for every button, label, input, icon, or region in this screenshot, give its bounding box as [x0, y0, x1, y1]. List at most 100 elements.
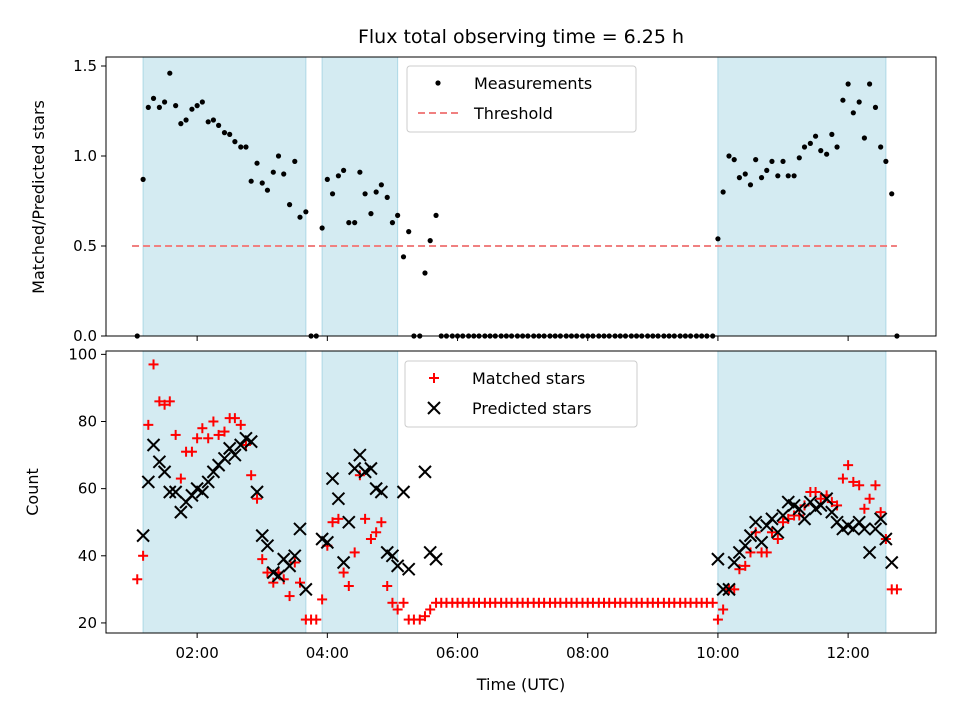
predicted-stars-point — [217, 451, 232, 466]
predicted-stars-point — [325, 471, 340, 486]
y-tick-label: 0.0 — [73, 327, 97, 345]
observing-window-1 — [142, 350, 307, 634]
count-x-ticks: 02:00 04:00 06:00 08:00 10:00 12:00 — [176, 633, 870, 662]
legend-marker-measurements — [435, 80, 441, 86]
predicted-stars-point — [271, 569, 286, 583]
measurements-point — [368, 211, 374, 217]
predicted-stars-point — [748, 515, 763, 529]
measurements-point — [395, 212, 401, 218]
y-tick-label: 100 — [68, 345, 97, 363]
matched-stars-point — [729, 584, 740, 595]
measurements-point — [167, 70, 173, 76]
measurements-point — [145, 104, 151, 110]
measurements-point — [238, 144, 244, 150]
matched-stars-point — [826, 497, 837, 508]
matched-stars-point — [132, 574, 143, 585]
matched-stars-point — [854, 480, 865, 491]
matched-stars-point — [268, 577, 279, 588]
observing-windows-bottom — [142, 350, 887, 634]
ratio-panel: 0.0 0.5 1.0 1.5 Matched/Predicted stars Mea… — [29, 56, 937, 345]
matched-stars-point — [810, 487, 821, 497]
measurements-point — [812, 133, 819, 139]
y-tick-label: 1.0 — [73, 147, 97, 165]
matched-stars-point — [392, 604, 403, 615]
measurements-point — [227, 131, 233, 137]
matched-stars-point — [192, 433, 203, 444]
predicted-stars-point — [320, 535, 335, 550]
y-tick-label: 0.5 — [73, 237, 97, 255]
predicted-stars-point — [201, 475, 215, 489]
measurements-point — [850, 110, 856, 116]
measurements-point — [775, 173, 781, 179]
predicted-stars-point — [743, 528, 758, 543]
legend-marker-matched — [429, 373, 439, 383]
count-axes-frame — [105, 350, 937, 634]
matched-stars-point — [278, 574, 289, 585]
matched-stars-point — [143, 419, 154, 430]
ratio-y-axis-label: Matched/Predicted stars — [29, 100, 48, 294]
measurements-point — [324, 176, 330, 182]
measurements-point — [341, 167, 347, 173]
observing-window-3 — [717, 56, 887, 337]
matched-stars-point — [333, 513, 344, 524]
predicted-stars-point — [336, 555, 351, 570]
predicted-stars-point — [825, 505, 839, 519]
measurements-point — [303, 209, 309, 215]
y-tick-label: 60 — [78, 480, 97, 498]
matched-stars-point — [159, 399, 170, 410]
matched-stars-point — [203, 433, 214, 444]
matched-stars-point — [766, 527, 777, 538]
measurements-point — [150, 95, 157, 101]
measurements-point — [297, 214, 303, 220]
matched-stars-point — [745, 547, 756, 558]
count-legend-box — [404, 360, 638, 428]
observing-window-1 — [142, 56, 307, 337]
measurements-point — [406, 229, 412, 235]
measurements-point — [335, 173, 341, 179]
measurements-point — [270, 169, 276, 175]
measurements-point — [769, 158, 775, 164]
matched-stars-point — [246, 470, 257, 481]
measurements-point — [878, 144, 884, 150]
ratio-legend-box — [406, 65, 637, 133]
predicted-stars-point — [250, 485, 264, 499]
measurements-point — [840, 97, 846, 103]
measurements-point — [433, 212, 439, 218]
matched-stars-point — [875, 507, 886, 518]
legend-label-predicted: Predicted stars — [472, 399, 592, 418]
ratio-legend: Measurements Threshold — [406, 65, 637, 133]
matched-stars-point — [240, 440, 251, 450]
predicted-stars-point — [765, 512, 779, 526]
matched-stars-point — [761, 547, 772, 558]
predicted-stars-point — [260, 539, 275, 553]
y-tick-label: 80 — [78, 413, 97, 431]
measurements-point — [834, 144, 840, 150]
matched-stars-point — [859, 503, 870, 514]
legend-label-threshold: Threshold — [473, 104, 553, 123]
measurements-point — [373, 189, 379, 195]
measurements-point — [856, 99, 862, 105]
predicted-stars-point — [722, 582, 736, 597]
matched-stars-point — [848, 476, 859, 487]
matched-stars-point — [219, 426, 230, 437]
predicted-stars-point — [418, 465, 432, 479]
measurements-point — [758, 175, 765, 181]
x-tick-label: 08:00 — [566, 644, 609, 662]
matched-stars-point — [360, 513, 371, 524]
measurements-point — [259, 180, 265, 186]
predicted-stars-point — [228, 448, 242, 462]
predicted-stars-point — [862, 545, 877, 560]
measurements-point — [764, 167, 770, 173]
legend-marker-predicted — [427, 401, 441, 415]
matched-stars-point — [794, 510, 805, 521]
predicted-stars-point — [868, 522, 883, 536]
measurements-point — [726, 153, 732, 159]
measurements-point — [232, 139, 238, 145]
predicted-stars-point — [797, 512, 812, 526]
count-marks — [132, 359, 902, 625]
predicted-stars-point — [244, 434, 258, 449]
y-tick-label: 40 — [78, 547, 97, 565]
measurements-point — [845, 81, 851, 87]
measurements-point — [248, 178, 254, 184]
measurements-point — [791, 173, 797, 179]
